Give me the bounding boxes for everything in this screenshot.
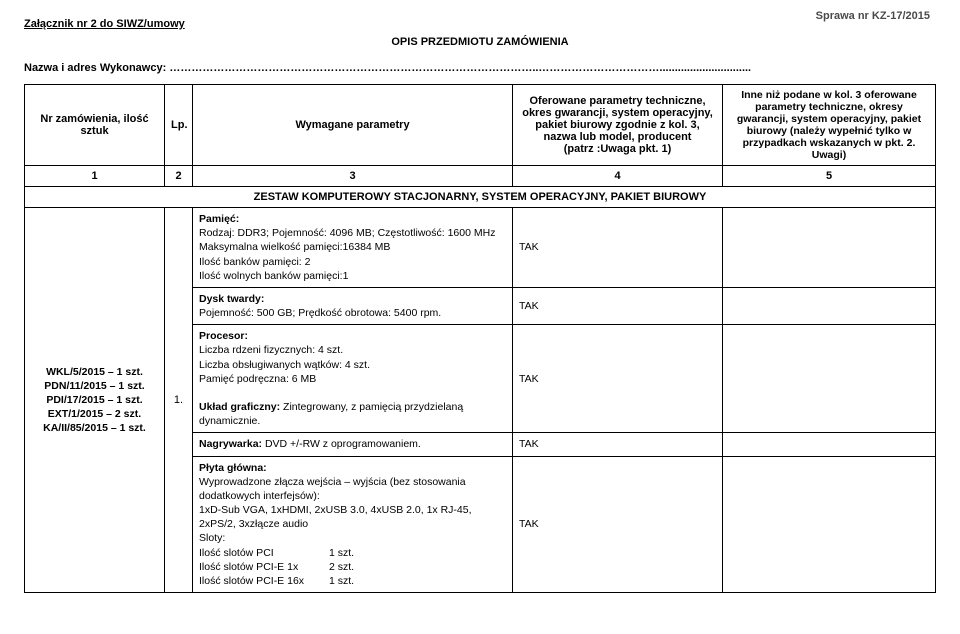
other-cell bbox=[723, 287, 936, 324]
colnum-3: 3 bbox=[193, 166, 513, 187]
req-title: Nagrywarka: bbox=[199, 438, 262, 450]
case-number: Sprawa nr KZ-17/2015 bbox=[816, 10, 930, 22]
req-title: Pamięć: bbox=[199, 213, 239, 225]
slot-label: Ilość slotów PCI-E 1x bbox=[199, 560, 329, 574]
offer-cell: TAK bbox=[513, 456, 723, 593]
contractor-dots: ………………………………………………………………………………………..……………… bbox=[169, 62, 751, 74]
table-row: WKL/5/2015 – 1 szt. PDN/11/2015 – 1 szt.… bbox=[25, 208, 936, 288]
slot-qty: 1 szt. bbox=[329, 546, 354, 560]
units-cell: WKL/5/2015 – 1 szt. PDN/11/2015 – 1 szt.… bbox=[25, 208, 165, 593]
lp-cell: 1. bbox=[165, 208, 193, 593]
attachment-label: Załącznik nr 2 do SIWZ/umowy bbox=[24, 18, 936, 30]
req-title: Płyta główna: bbox=[199, 462, 267, 474]
req-title: Procesor: bbox=[199, 330, 248, 342]
col-header-lp: Lp. bbox=[165, 85, 193, 166]
offer-cell: TAK bbox=[513, 433, 723, 456]
list-item: PDI/17/2015 – 1 szt. bbox=[31, 393, 158, 407]
other-cell bbox=[723, 456, 936, 593]
section-row: ZESTAW KOMPUTEROWY STACJONARNY, SYSTEM O… bbox=[25, 187, 936, 208]
req-body: DVD +/-RW z oprogramowaniem. bbox=[262, 438, 421, 450]
req-title: Dysk twardy: bbox=[199, 293, 264, 305]
req-cell: Dysk twardy: Pojemność: 500 GB; Prędkość… bbox=[193, 287, 513, 324]
colnum-1: 1 bbox=[25, 166, 165, 187]
document-title: OPIS PRZEDMIOTU ZAMÓWIENIA bbox=[24, 36, 936, 48]
other-cell bbox=[723, 208, 936, 288]
section-header: ZESTAW KOMPUTEROWY STACJONARNY, SYSTEM O… bbox=[25, 187, 936, 208]
col-header-other: Inne niż podane w kol. 3 oferowane param… bbox=[723, 85, 936, 166]
other-cell bbox=[723, 325, 936, 433]
offer-cell: TAK bbox=[513, 208, 723, 288]
offer-cell: TAK bbox=[513, 287, 723, 324]
offer-cell: TAK bbox=[513, 325, 723, 433]
slot-label: Ilość slotów PCI-E 16x bbox=[199, 574, 329, 588]
list-item: EXT/1/2015 – 2 szt. bbox=[31, 407, 158, 421]
req-cell: Nagrywarka: DVD +/-RW z oprogramowaniem. bbox=[193, 433, 513, 456]
list-item: KA/II/85/2015 – 1 szt. bbox=[31, 421, 158, 435]
colnum-2: 2 bbox=[165, 166, 193, 187]
list-item: PDN/11/2015 – 1 szt. bbox=[31, 379, 158, 393]
slot-label: Ilość slotów PCI bbox=[199, 546, 329, 560]
req-body: Rodzaj: DDR3; Pojemność: 4096 MB; Często… bbox=[199, 227, 495, 282]
colnum-4: 4 bbox=[513, 166, 723, 187]
req-body: Liczba rdzeni fizycznych: 4 szt. Liczba … bbox=[199, 344, 370, 384]
slot-qty: 2 szt. bbox=[329, 560, 354, 574]
req-body: Wyprowadzone złącza wejścia – wyjścia (b… bbox=[199, 476, 472, 545]
req-cell: Pamięć: Rodzaj: DDR3; Pojemność: 4096 MB… bbox=[193, 208, 513, 288]
slot-qty: 1 szt. bbox=[329, 574, 354, 588]
contractor-label: Nazwa i adres Wykonawcy: bbox=[24, 62, 166, 74]
col-header-offer: Oferowane parametry techniczne, okres gw… bbox=[513, 85, 723, 166]
req-body: Pojemność: 500 GB; Prędkość obrotowa: 54… bbox=[199, 307, 441, 319]
other-cell bbox=[723, 433, 936, 456]
colnum-5: 5 bbox=[723, 166, 936, 187]
col-header-order: Nr zamówienia, ilość sztuk bbox=[25, 85, 165, 166]
table-numrow: 1 2 3 4 5 bbox=[25, 166, 936, 187]
req-cell: Płyta główna: Wyprowadzone złącza wejści… bbox=[193, 456, 513, 593]
req-extra-title: Układ graficzny: bbox=[199, 401, 280, 413]
list-item: WKL/5/2015 – 1 szt. bbox=[31, 365, 158, 379]
contractor-line: Nazwa i adres Wykonawcy: ………………………………………… bbox=[24, 62, 936, 74]
main-table: Nr zamówienia, ilość sztuk Lp. Wymagane … bbox=[24, 84, 936, 593]
table-header-row: Nr zamówienia, ilość sztuk Lp. Wymagane … bbox=[25, 85, 936, 166]
req-cell: Procesor: Liczba rdzeni fizycznych: 4 sz… bbox=[193, 325, 513, 433]
col-header-req: Wymagane parametry bbox=[193, 85, 513, 166]
